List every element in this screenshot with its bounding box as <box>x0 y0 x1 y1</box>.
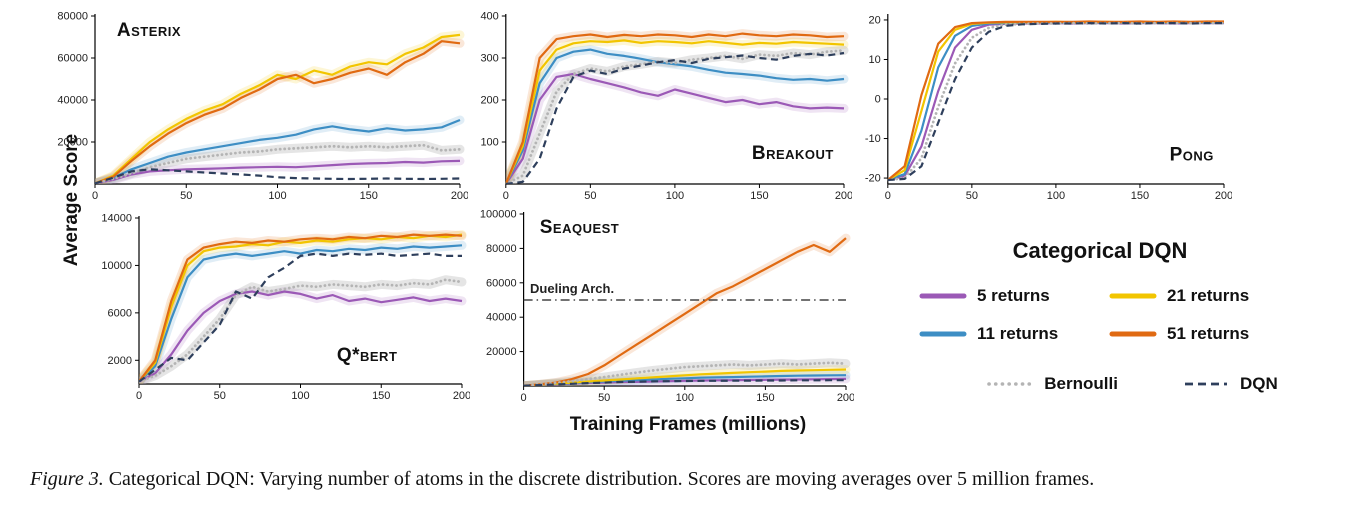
svg-text:300: 300 <box>480 53 498 65</box>
svg-text:0: 0 <box>885 190 891 202</box>
legend-title: Categorical DQN <box>1012 238 1188 263</box>
svg-text:100: 100 <box>268 190 286 202</box>
svg-text:40000: 40000 <box>57 95 88 107</box>
svg-text:20: 20 <box>869 14 881 26</box>
svg-text:20000: 20000 <box>57 137 88 149</box>
legend-swatch-solid-icon <box>919 293 967 299</box>
svg-text:40000: 40000 <box>486 312 517 324</box>
x-axis-label: Training Frames (millions) <box>569 414 807 435</box>
chart-asterix: 0 50 100 150 200 20000 40000 60000 80000 Asterix <box>50 8 469 204</box>
svg-text:100: 100 <box>480 137 498 149</box>
svg-text:200: 200 <box>837 392 854 404</box>
legend-item-21-returns: 21 returns <box>1109 286 1299 306</box>
legend-item-label: 11 returns <box>977 324 1059 343</box>
chart-qbert: 0 50 100 150 200 2000 6000 10000 14000 Q*bert <box>94 210 471 404</box>
svg-text:100: 100 <box>676 392 694 404</box>
figure-caption: Figure 3. Categorical DQN: Varying numbe… <box>30 468 1330 491</box>
legend-extra-items: Bernoulli DQN <box>905 374 1335 394</box>
svg-text:200: 200 <box>453 390 470 402</box>
svg-text:0: 0 <box>521 392 527 404</box>
svg-text:400: 400 <box>480 11 498 23</box>
chart-title-seaquest: Seaquest <box>540 217 620 238</box>
legend-swatch-solid-icon <box>1109 331 1157 337</box>
svg-text:100: 100 <box>1047 190 1065 202</box>
chart-svg-seaquest: 0 50 100 150 200 20000 40000 60000 80000 100000 Du… <box>480 209 855 405</box>
svg-text:80000: 80000 <box>486 243 517 255</box>
chart-title-pong: Pong <box>1170 144 1214 165</box>
svg-text:0: 0 <box>503 190 509 202</box>
svg-text:200: 200 <box>1215 190 1232 202</box>
legend-item-dqn: DQN <box>1182 374 1278 394</box>
caption-figure-label: Figure 3. <box>30 468 104 490</box>
legend-item-bernoulli: Bernoulli <box>986 374 1118 394</box>
annotation-label: Dueling Arch. <box>530 281 614 296</box>
legend-item-label: 51 returns <box>1167 324 1250 343</box>
legend: Categorical DQN 5 returns 21 returns 11 re… <box>905 238 1335 394</box>
svg-text:10: 10 <box>869 54 881 66</box>
svg-text:-20: -20 <box>865 173 881 185</box>
svg-text:0: 0 <box>92 190 98 202</box>
svg-text:200: 200 <box>835 190 852 202</box>
legend-item-11-returns: 11 returns <box>919 324 1109 344</box>
chart-svg-breakout: 0 50 100 150 200 100 200 300 400 Breakout <box>480 11 853 203</box>
svg-text:50: 50 <box>598 392 610 404</box>
svg-text:200: 200 <box>451 190 468 202</box>
svg-text:100: 100 <box>291 390 309 402</box>
legend-swatch-solid-icon <box>919 331 967 337</box>
legend-item-label: Bernoulli <box>1044 374 1118 393</box>
svg-text:100: 100 <box>666 190 684 202</box>
svg-text:50: 50 <box>966 190 978 202</box>
legend-item-51-returns: 51 returns <box>1109 324 1299 344</box>
svg-text:150: 150 <box>360 190 378 202</box>
chart-pong: 0 50 100 150 200 -20 -10 0 10 20 Pong <box>856 8 1233 204</box>
chart-title-qbert: Q*bert <box>337 345 398 366</box>
chart-seaquest: 0 50 100 150 200 20000 40000 60000 80000 100000 Du… <box>472 206 855 406</box>
svg-text:0: 0 <box>875 94 881 106</box>
svg-text:50: 50 <box>584 190 596 202</box>
chart-title-breakout: Breakout <box>752 143 834 164</box>
legend-item-label: 5 returns <box>977 286 1050 305</box>
chart-svg-qbert: 0 50 100 150 200 2000 6000 10000 14000 Q*bert <box>101 213 471 403</box>
legend-swatch-dashed-icon <box>1184 382 1227 386</box>
legend-item-label: 21 returns <box>1167 286 1250 305</box>
svg-text:-10: -10 <box>865 133 881 145</box>
legend-swatch-dotted-icon <box>987 382 1034 386</box>
svg-text:10000: 10000 <box>101 260 132 272</box>
svg-text:2000: 2000 <box>108 355 132 367</box>
svg-text:6000: 6000 <box>108 307 132 319</box>
chart-svg-asterix: 0 50 100 150 200 20000 40000 60000 80000 Asterix <box>57 11 469 203</box>
legend-item-label: DQN <box>1239 374 1278 393</box>
svg-text:150: 150 <box>1131 190 1149 202</box>
svg-text:150: 150 <box>372 390 390 402</box>
svg-text:150: 150 <box>756 392 774 404</box>
chart-breakout: 0 50 100 150 200 100 200 300 400 Breakout <box>474 8 853 204</box>
svg-text:50: 50 <box>214 390 226 402</box>
svg-text:14000: 14000 <box>101 213 132 225</box>
chart-title-asterix: Asterix <box>117 20 181 41</box>
svg-text:150: 150 <box>750 190 768 202</box>
svg-text:0: 0 <box>136 390 142 402</box>
caption-text: Categorical DQN: Varying number of atoms… <box>103 468 1095 490</box>
svg-text:200: 200 <box>480 95 498 107</box>
svg-text:100000: 100000 <box>480 209 517 221</box>
legend-main-items: 5 returns 21 returns 11 returns 51 returns <box>919 286 1335 344</box>
svg-text:80000: 80000 <box>57 11 88 23</box>
svg-text:20000: 20000 <box>486 346 517 358</box>
legend-swatch-solid-icon <box>1109 293 1157 299</box>
svg-text:60000: 60000 <box>486 277 517 289</box>
legend-item-5-returns: 5 returns <box>919 286 1109 306</box>
chart-svg-pong: 0 50 100 150 200 -20 -10 0 10 20 Pong <box>865 14 1233 202</box>
svg-text:50: 50 <box>180 190 192 202</box>
svg-text:60000: 60000 <box>57 53 88 65</box>
